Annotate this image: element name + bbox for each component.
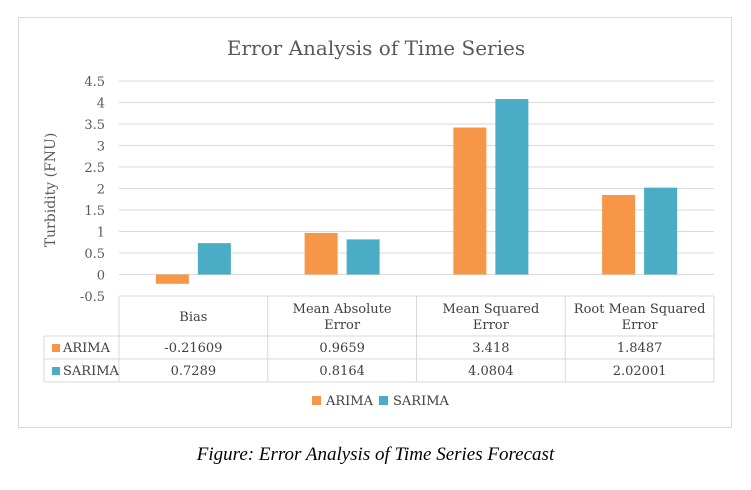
category-label: Error: [622, 318, 659, 333]
bar-sarima: [197, 243, 231, 275]
table-series-label: SARIMA: [63, 364, 120, 379]
category-label: Mean Squared: [442, 302, 539, 317]
bar-sarima: [644, 187, 678, 275]
bar-arima: [304, 232, 338, 275]
bar-sarima: [346, 239, 380, 275]
category-label: Root Mean Squared: [574, 302, 706, 317]
y-tick-label: 1: [97, 226, 105, 241]
bar-arima: [602, 195, 636, 275]
figure-caption: Figure: Error Analysis of Time Series Fo…: [196, 444, 555, 465]
y-tick-label: 4: [97, 97, 105, 112]
y-tick-label: 3.5: [84, 118, 105, 133]
y-tick-label: 2: [97, 183, 105, 198]
data-label: 2.02001: [613, 364, 667, 379]
table-series-label: ARIMA: [62, 341, 111, 356]
y-axis-label: Turbidity (FNU): [43, 133, 59, 248]
data-label: 0.7289: [171, 364, 217, 379]
category-label: Error: [324, 318, 361, 333]
data-label: 0.9659: [319, 341, 365, 356]
category-label: Mean Absolute: [293, 302, 392, 317]
legend-label: SARIMA: [393, 394, 450, 409]
data-label: 4.0804: [468, 364, 514, 379]
legend-key-arima: [312, 396, 321, 405]
bar-sarima: [495, 99, 529, 275]
chart: Error Analysis of Time Series Turbidity (…: [43, 36, 715, 409]
y-tick-label: 0: [97, 269, 105, 284]
y-tick-label: -0.5: [80, 290, 105, 305]
bar-arima: [453, 127, 487, 275]
y-tick-label: 2.5: [84, 161, 105, 176]
y-tick-label: 0.5: [84, 247, 105, 262]
data-label: 1.8487: [617, 341, 663, 356]
y-tick-label: 4.5: [84, 75, 105, 90]
table-legend-key-arima: [52, 344, 60, 352]
y-tick-label: 3: [97, 140, 105, 155]
bar-arima: [155, 274, 189, 284]
table-legend-key-sarima: [52, 367, 60, 375]
chart-title: Error Analysis of Time Series: [227, 36, 525, 60]
category-label: Error: [473, 318, 510, 333]
data-label: -0.21609: [164, 341, 222, 356]
data-label: 0.8164: [319, 364, 365, 379]
legend-key-sarima: [379, 396, 388, 405]
legend-label: ARIMA: [325, 394, 374, 409]
data-label: 3.418: [472, 341, 509, 356]
y-tick-label: 1.5: [84, 204, 105, 219]
category-label: Bias: [179, 310, 207, 325]
